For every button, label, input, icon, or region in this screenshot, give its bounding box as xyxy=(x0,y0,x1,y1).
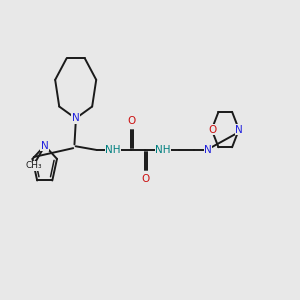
Text: CH₃: CH₃ xyxy=(25,161,42,170)
Text: O: O xyxy=(209,124,217,135)
Text: N: N xyxy=(41,140,49,151)
Text: N: N xyxy=(72,113,80,123)
Text: N: N xyxy=(235,124,243,135)
Text: N: N xyxy=(204,145,212,155)
Text: O: O xyxy=(127,116,136,126)
Text: O: O xyxy=(141,174,149,184)
Text: NH: NH xyxy=(105,145,121,155)
Text: NH: NH xyxy=(155,145,171,155)
